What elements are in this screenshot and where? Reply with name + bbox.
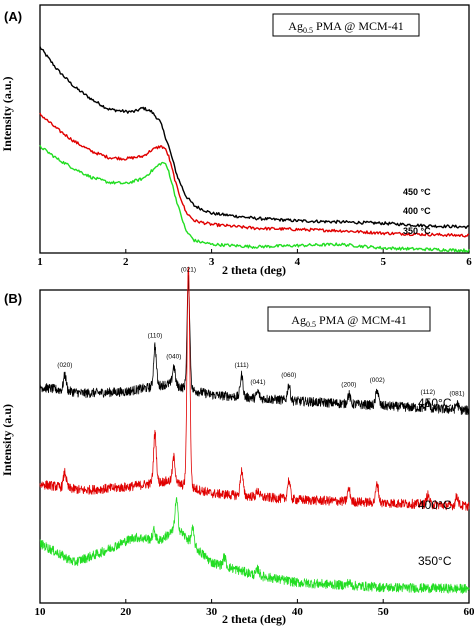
panel-a-label-450: 450 °C (403, 187, 431, 197)
panel-b-label-450: 450°C (418, 396, 452, 410)
panel-b-trace-450 (39, 274, 470, 416)
panel-b-title-rest: PMA @ MCM-41 (316, 313, 407, 327)
panel-b-x-ticks: 10 20 30 40 50 60 (35, 599, 474, 618)
panel-a-x-tick-label: 5 (380, 256, 386, 268)
panel-b-y-axis-label: Intensity (a.u) (0, 404, 14, 476)
panel-a-label-350: 350 °C (403, 226, 431, 236)
panel-b-peak-label: (041) (250, 379, 265, 386)
panel-b-trace-350 (39, 497, 470, 594)
panel-b-peak-label: (021) (181, 266, 196, 273)
panel-b-series-group (39, 266, 470, 594)
panel-b-peak-label: (002) (370, 377, 385, 384)
panel-a-x-tick-label: 3 (209, 256, 215, 268)
panel-b-peak-label: (020) (57, 362, 72, 369)
panel-a-title-main: Ag (288, 19, 303, 33)
panel-b-label-350: 350°C (418, 554, 452, 568)
panel-a-plot-frame (39, 4, 470, 254)
panel-b-chart: 10 20 30 40 50 60 (020)(110)(040)(021)(111)(0… (0, 266, 474, 626)
panel-a-label-400: 400 °C (403, 206, 431, 216)
panel-a-series-group (39, 46, 470, 253)
panel-b-peak-label: (112) (420, 389, 435, 396)
panel-b-x-tick-label: 60 (464, 606, 474, 618)
panel-a-legend-frame (272, 13, 420, 37)
panel-b-peak-label: (060) (281, 372, 296, 379)
panel-b-legend-title: Ag0.5 PMA @ MCM-41 (291, 313, 406, 329)
panel-b-x-tick-label: 40 (292, 606, 304, 618)
panel-b-x-tick-label: 10 (35, 606, 47, 618)
panel-a-x-tick-label: 2 (123, 256, 129, 268)
panel-a-label: (A) (4, 9, 22, 24)
panel-b-title-main: Ag (291, 313, 306, 327)
panel-a-y-axis-label: Intensity (a.u.) (0, 76, 14, 151)
panel-a-x-tick-label: 1 (37, 256, 43, 268)
panel-b-peak-label: (111) (235, 362, 249, 369)
panel-a-trace-400 (39, 112, 470, 238)
panel-b-x-tick-label: 50 (378, 606, 390, 618)
panel-b-peak-label: (081) (449, 391, 464, 398)
panel-b-peak-label: (040) (166, 353, 181, 360)
panel-b-peak-labels: (020) (110) (040) (021) (111) (041) (060) (200)… (57, 266, 464, 397)
panel-a-title-rest: PMA @ MCM-41 (313, 19, 404, 33)
panel-a-trace-350 (39, 144, 470, 253)
panel-b-legend-frame (267, 306, 431, 332)
panel-b-x-tick-label: 20 (120, 606, 132, 618)
panel-a-x-tick-label: 6 (466, 256, 472, 268)
panel-a-chart: 1 2 3 4 5 6 2 theta (deg) Intensity (a.u.) Ag… (0, 4, 472, 277)
panel-a-x-tick-label: 4 (295, 256, 301, 268)
panel-b-label: (B) (4, 291, 22, 306)
panel-b-title-sub: 0.5 (306, 320, 316, 329)
panel-b-legend-box: Ag0.5 PMA @ MCM-41 (267, 306, 431, 332)
panel-b-peak-label: (200) (341, 382, 356, 389)
panel-b-x-tick-label: 30 (206, 606, 218, 618)
panel-a-title-sub: 0.5 (303, 26, 313, 35)
panel-a-legend-title: Ag0.5 PMA @ MCM-41 (288, 19, 403, 35)
panel-b-x-axis-label: 2 theta (deg) (222, 612, 286, 626)
panel-a-x-ticks: 1 2 3 4 5 6 (37, 249, 472, 268)
panel-b-trace-400 (39, 266, 470, 511)
panel-b-plot-frame (39, 289, 470, 604)
panel-a-legend-box: Ag0.5 PMA @ MCM-41 (272, 13, 420, 37)
panel-b-label-400: 400°C (418, 498, 452, 512)
panel-b-peak-label: (110) (148, 333, 163, 340)
panel-a-trace-450 (39, 46, 470, 229)
panel-a-x-axis-label: 2 theta (deg) (222, 263, 286, 277)
